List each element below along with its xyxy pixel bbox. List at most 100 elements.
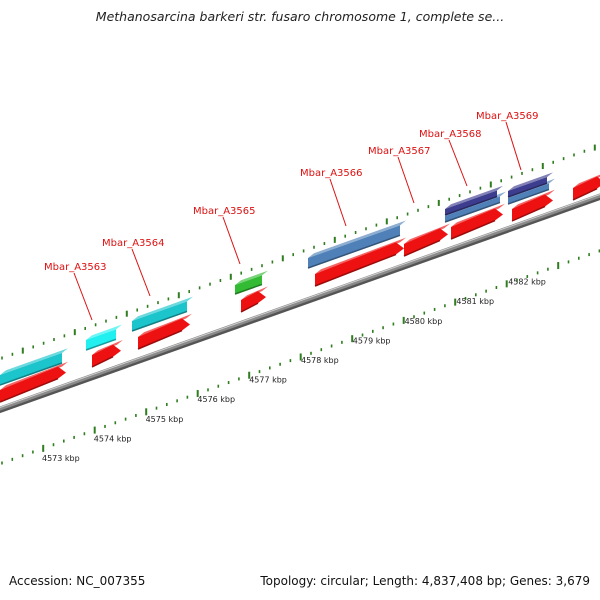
navy-feature[interactable]	[507, 172, 553, 198]
gene-label-text: Mbar_A3566	[300, 168, 363, 179]
feature-front-face	[0, 366, 66, 402]
leader-line	[222, 216, 241, 265]
feature-edge	[511, 205, 546, 222]
steelblue-feature[interactable]	[307, 220, 406, 269]
scale-label: 4581 kbp	[456, 297, 494, 306]
leader-line	[397, 156, 415, 204]
leader-line	[73, 272, 93, 321]
feature-front-face	[308, 225, 400, 268]
feature-top-face	[86, 324, 122, 340]
scale-label: 4582 kbp	[508, 278, 546, 287]
genome-backbone	[0, 193, 600, 414]
gene-label-text: Mbar_A3563	[44, 262, 107, 273]
feature-front-face	[508, 177, 547, 197]
feature-front-face	[0, 352, 62, 385]
scale-label: 4580 kbp	[405, 317, 443, 326]
feature-edge	[91, 356, 114, 368]
cyan-feature[interactable]	[131, 296, 193, 332]
feature-edge	[234, 283, 263, 295]
scale-label: 4576 kbp	[197, 395, 235, 404]
feature-front-face	[508, 183, 549, 204]
gene-label-mbar-a3563[interactable]: Mbar_A3563	[44, 262, 107, 321]
navy-feature[interactable]	[444, 185, 503, 216]
backbone-highlight	[0, 193, 600, 408]
cds-feature[interactable]	[450, 203, 505, 240]
cds-feature[interactable]	[314, 237, 406, 287]
gene-label-mbar-a3568[interactable]: Mbar_A3568	[419, 129, 482, 187]
gene-label-mbar-a3569[interactable]: Mbar_A3569	[476, 111, 539, 171]
gene-label-text: Mbar_A3569	[476, 111, 539, 122]
feature-edge	[137, 329, 183, 350]
feature-edge	[240, 302, 259, 313]
feature-edge	[0, 377, 59, 403]
leader-line	[448, 139, 468, 187]
scale-label: 4574 kbp	[94, 434, 132, 443]
feature-edge	[444, 195, 498, 216]
feature-edge	[307, 234, 401, 269]
feature-top-face	[404, 223, 450, 244]
leader-line	[131, 248, 151, 297]
scale-label: 4577 kbp	[249, 376, 287, 385]
feature-front-face	[512, 194, 553, 221]
map-title: Methanosarcina barkeri str. fusaro chrom…	[95, 9, 505, 24]
feature-edge	[314, 253, 397, 287]
scale-tick-track	[1, 249, 600, 465]
gene-label-text: Mbar_A3567	[368, 146, 431, 157]
cds-feature[interactable]	[572, 172, 600, 201]
feature-front-face	[92, 344, 121, 367]
feature-edge	[85, 338, 117, 351]
feature-edge	[0, 362, 63, 386]
feature-top-face	[315, 237, 406, 274]
gene-label-text: Mbar_A3568	[419, 129, 482, 140]
feature-front-face	[235, 275, 262, 294]
gene-label-text: Mbar_A3564	[102, 238, 165, 249]
cds-feature[interactable]	[137, 313, 192, 350]
feature-top-face	[451, 203, 505, 227]
feature-front-face	[573, 176, 600, 200]
scale-label: 4578 kbp	[301, 356, 339, 365]
feature-top-face	[308, 220, 406, 258]
feature-top-face	[235, 270, 268, 285]
feature-edge	[444, 201, 501, 223]
feature-top-face	[138, 313, 192, 337]
gene-label-layer: 4573 kbp 4574 kbp 4575 kbp 4576 kbp 4577 kbp…	[42, 111, 546, 463]
feature-top-face	[445, 185, 503, 209]
feature-front-face	[315, 242, 404, 286]
feature-front-face	[445, 190, 497, 215]
genome-summary: Topology: circular; Length: 4,837,408 bp…	[260, 574, 590, 588]
leader-line	[329, 178, 347, 227]
gene-label-mbar-a3565[interactable]: Mbar_A3565	[193, 206, 256, 265]
leader-line	[505, 121, 522, 171]
cyan-feature[interactable]	[0, 348, 68, 386]
green-feature[interactable]	[234, 270, 268, 295]
cds-feature[interactable]	[511, 189, 555, 222]
cds-feature[interactable]	[403, 223, 450, 257]
scale-label: 4579 kbp	[353, 336, 391, 345]
accession-label: Accession: NC_007355	[9, 574, 146, 588]
feature-front-face	[132, 301, 187, 331]
cds-feature[interactable]	[0, 361, 68, 403]
feature-edge	[507, 188, 550, 205]
bright-cyan-feature[interactable]	[85, 324, 122, 351]
gene-label-mbar-a3566[interactable]: Mbar_A3566	[300, 168, 363, 227]
feature-front-face	[451, 208, 503, 239]
feature-track	[0, 172, 600, 403]
backbone-line	[0, 193, 600, 411]
cds-feature[interactable]	[91, 339, 123, 368]
scale-label: 4573 kbp	[42, 454, 80, 463]
gene-label-text: Mbar_A3565	[193, 206, 256, 217]
upper-tick-track	[1, 144, 596, 360]
feature-edge	[450, 219, 496, 240]
feature-top-face	[508, 172, 553, 191]
feature-edge	[131, 310, 188, 332]
scale-label: 4575 kbp	[146, 415, 184, 424]
cds-feature[interactable]	[240, 286, 268, 313]
feature-edge	[403, 239, 441, 257]
gene-label-mbar-a3564[interactable]: Mbar_A3564	[102, 238, 165, 297]
feature-top-face	[0, 361, 68, 390]
feature-front-face	[241, 291, 266, 312]
feature-top-face	[0, 348, 68, 375]
feature-top-face	[512, 189, 555, 209]
gene-label-mbar-a3567[interactable]: Mbar_A3567	[368, 146, 431, 204]
